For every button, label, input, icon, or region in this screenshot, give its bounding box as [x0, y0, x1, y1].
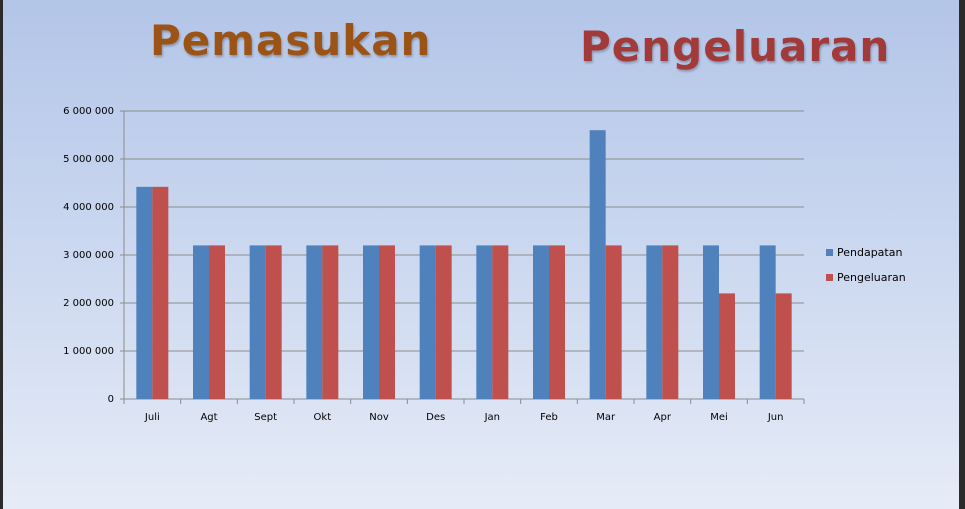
x-tick-label: Apr [654, 412, 672, 423]
bar-pengeluaran-feb [549, 245, 565, 399]
y-tick-label: 3 000 000 [63, 250, 114, 261]
bar-pendapatan-apr [646, 245, 663, 399]
x-tick-label: Feb [540, 412, 558, 423]
x-tick-label: Nov [369, 412, 389, 423]
x-tick-label: Jan [484, 412, 500, 423]
bar-pendapatan-jan [476, 245, 493, 399]
bar-pengeluaran-mar [605, 245, 622, 399]
x-tick-label: Sept [254, 412, 277, 423]
expense-heading: Pengeluaran [580, 22, 891, 71]
bar-pendapatan-juli [136, 186, 153, 399]
bar-pengeluaran-nov [379, 245, 395, 399]
window-frame-right [959, 0, 965, 509]
bar-pendapatan-mar [589, 130, 606, 399]
bar-pendapatan-des [419, 245, 436, 399]
x-tick-label: Mei [710, 412, 728, 423]
y-tick-label: 6 000 000 [63, 106, 114, 117]
bar-pengeluaran-des [435, 245, 452, 399]
x-tick-label: Okt [314, 412, 332, 423]
x-tick-label: Juli [144, 412, 160, 423]
income-heading: Pemasukan [150, 16, 432, 65]
bar-pengeluaran-jan [492, 245, 509, 399]
bar-pengeluaran-agt [209, 245, 225, 399]
legend-label-pengeluaran: Pengeluaran [837, 271, 906, 284]
bar-pendapatan-okt [306, 245, 323, 399]
bar-pendapatan-feb [533, 245, 549, 399]
bar-pendapatan-sept [249, 245, 266, 399]
bar-pengeluaran-mei [719, 293, 735, 399]
y-tick-label: 0 [108, 394, 114, 405]
bar-pengeluaran-apr [662, 245, 679, 399]
bar-pendapatan-jun [759, 245, 776, 399]
legend-swatch-pendapatan [826, 249, 833, 256]
x-tick-label: Mar [596, 412, 616, 423]
window-frame-left [0, 0, 3, 509]
bar-pengeluaran-okt [322, 245, 339, 399]
bar-pengeluaran-jun [775, 293, 792, 399]
x-tick-label: Agt [200, 412, 217, 423]
bar-pendapatan-nov [363, 245, 379, 399]
y-tick-label: 5 000 000 [63, 154, 114, 165]
y-tick-label: 1 000 000 [63, 346, 114, 357]
y-tick-label: 4 000 000 [63, 202, 114, 213]
x-tick-label: Jun [767, 412, 784, 423]
x-tick-label: Des [426, 412, 445, 423]
bar-pendapatan-agt [193, 245, 209, 399]
legend-swatch-pengeluaran [826, 274, 833, 281]
bar-pengeluaran-sept [265, 245, 282, 399]
bar-pengeluaran-juli [152, 186, 169, 399]
bar-pendapatan-mei [703, 245, 719, 399]
legend-label-pendapatan: Pendapatan [837, 246, 902, 259]
y-tick-label: 2 000 000 [63, 298, 114, 309]
